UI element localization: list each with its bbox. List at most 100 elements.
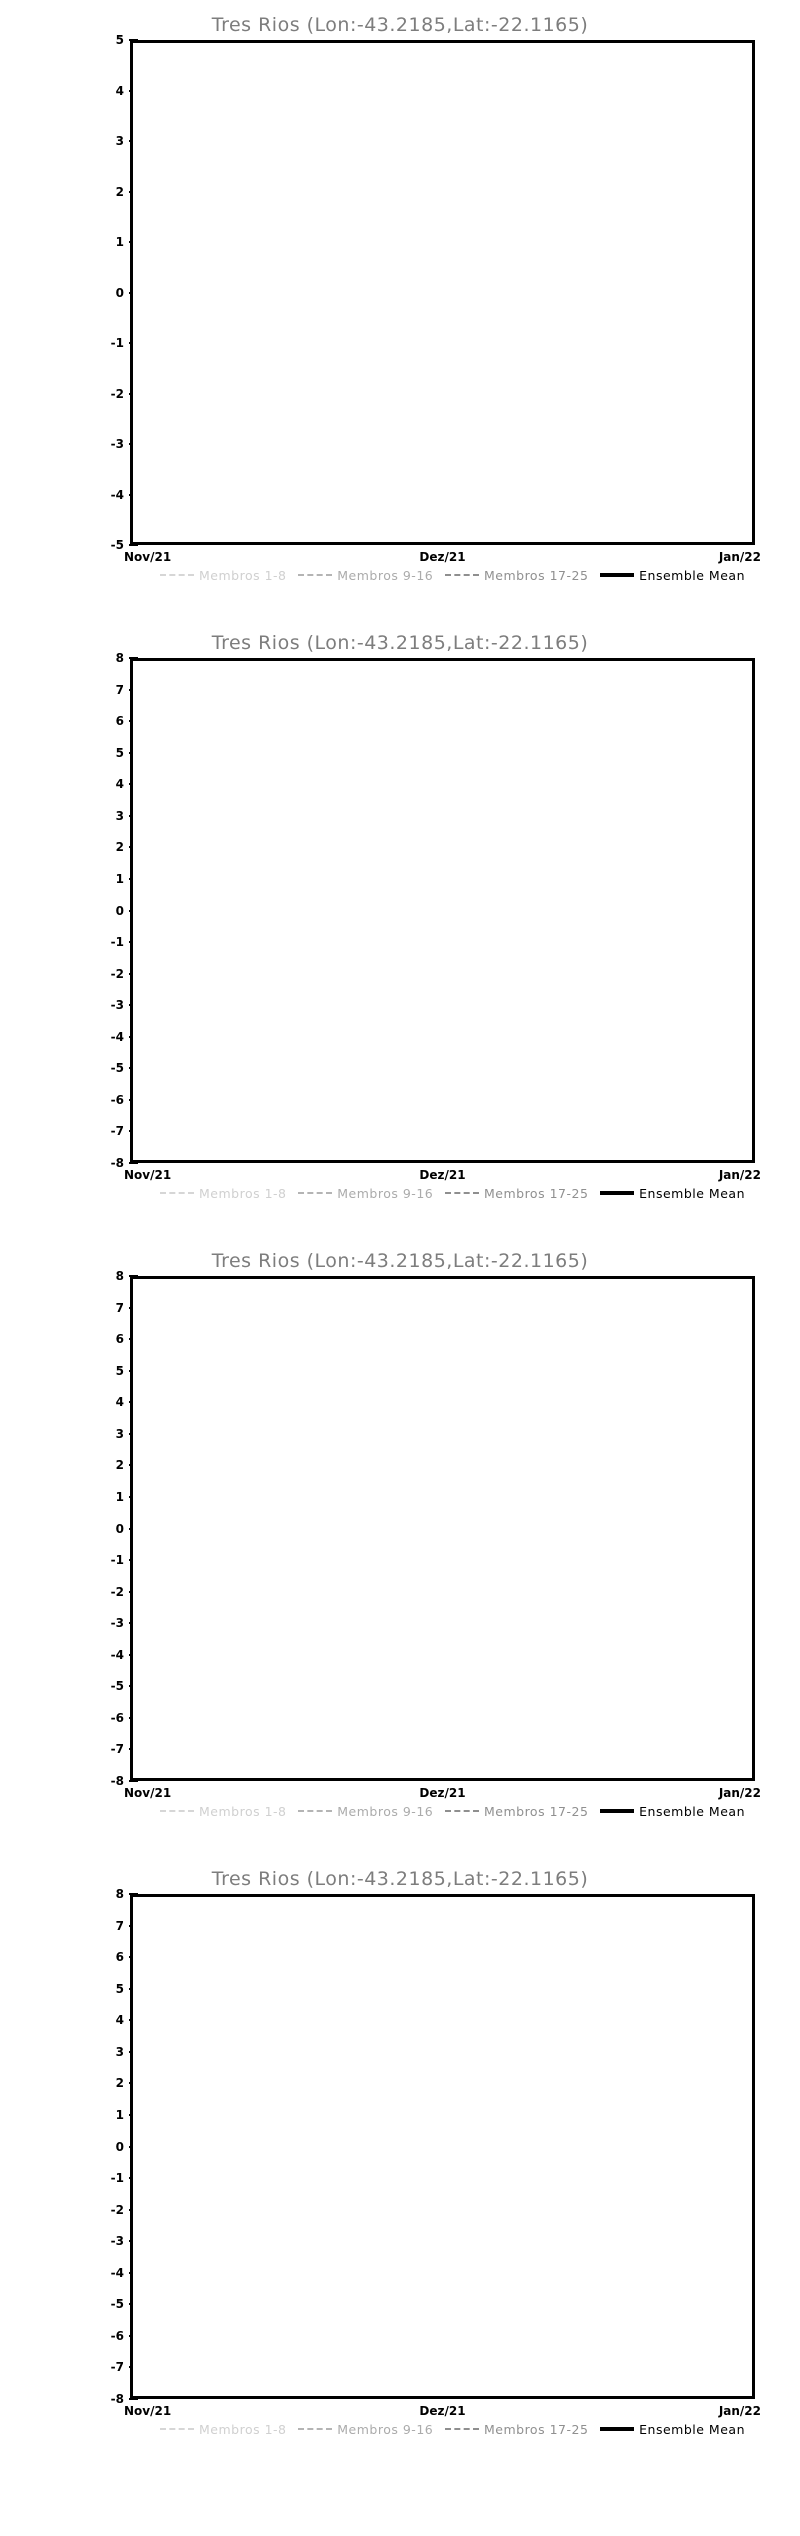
y-tick-label: -4: [110, 1647, 124, 1662]
x-tick-label-start: Nov/21: [124, 1786, 172, 1800]
y-tick-label: -2: [110, 966, 124, 981]
y-tick-label: -7: [110, 1124, 124, 1139]
y-tick-label: 4: [115, 777, 124, 792]
legend-swatch-solid-line-icon: [600, 573, 635, 577]
legend-label: Ensemble Mean: [639, 1185, 745, 1201]
chart-panel-tmin: Tres Rios (Lon:-43.2185,Lat:-22.1165)Ano…: [0, 1854, 800, 2472]
legend-swatch-dashed-line-icon: [444, 1810, 479, 1812]
legend-label: Ensemble Mean: [639, 567, 745, 583]
legend-item[interactable]: Membros 1-8: [160, 1186, 287, 1201]
x-tick-label-mid: Dez/21: [419, 550, 466, 564]
legend-label: Ensemble Mean: [639, 1803, 745, 1819]
x-tick-label-mid: Dez/21: [419, 2404, 466, 2418]
legend-label: Membros 9-16: [337, 2421, 434, 2437]
chart-panel-tmed: Tres Rios (Lon:-43.2185,Lat:-22.1165)Ano…: [0, 618, 800, 1236]
y-tick-label: -1: [110, 1553, 124, 1568]
legend-item[interactable]: Membros 9-16: [298, 1186, 433, 1201]
plot-area-tmax[interactable]: Anomalia de Temperatura Maxima a 2m (oC)…: [111, 1269, 761, 1800]
y-tick-label: -2: [110, 2202, 124, 2217]
legend-swatch-dashed-line-icon: [298, 1192, 333, 1194]
legend-label: Ensemble Mean: [639, 2421, 745, 2437]
legend-item[interactable]: Ensemble Mean: [600, 1804, 745, 1819]
legend-label: Membros 1-8: [199, 1185, 287, 1201]
y-tick-label: -2: [110, 1584, 124, 1599]
legend-item[interactable]: Membros 17-25: [444, 568, 588, 583]
y-tick-label: -8: [110, 2392, 124, 2406]
legend-item[interactable]: Membros 17-25: [444, 2421, 589, 2437]
legend: Membros 1-8 Membros 9-16 Membros 17-25 Ense…: [130, 564, 755, 586]
legend-item[interactable]: Ensemble Mean: [600, 1186, 745, 1201]
y-tick-label: 2: [115, 2076, 124, 2091]
y-tick-label: 7: [115, 682, 124, 697]
page-title: Tres Rios (Lon:-43.2185,Lat:-22.1165): [211, 14, 589, 36]
y-tick-label: -1: [110, 935, 124, 950]
legend-item[interactable]: Membros 1-8: [160, 2422, 287, 2437]
legend-item[interactable]: Membros 9-16: [298, 2422, 433, 2437]
y-tick-label: 1: [115, 2107, 124, 2122]
x-tick-label-end: Jan/22: [718, 550, 761, 564]
y-tick-label: 0: [115, 2139, 124, 2154]
legend-label: Membros 17-25: [483, 1185, 589, 1201]
plot-frame: [130, 658, 755, 1163]
legend-swatch-dashed-line-icon: [444, 2428, 479, 2430]
legend-swatch-dashed-line-icon: [444, 1192, 479, 1194]
y-tick-label: -6: [110, 1710, 124, 1725]
y-tick-label: -5: [110, 2297, 124, 2312]
y-tick-label: -7: [110, 2360, 124, 2375]
legend-label: Membros 17-25: [483, 1803, 589, 1819]
legend-item[interactable]: Membros 1-8: [160, 568, 287, 583]
y-tick-label: -5: [110, 1061, 124, 1076]
y-tick-label: -7: [110, 1742, 124, 1757]
y-tick-label: -1: [110, 2171, 124, 2186]
y-tick-label: -3: [110, 437, 124, 451]
y-tick-label: 1: [115, 1489, 124, 1504]
legend-item[interactable]: Ensemble Mean: [600, 568, 745, 583]
y-tick-label: 5: [115, 33, 124, 47]
y-tick-label: -5: [110, 1679, 124, 1694]
page-title: Tres Rios (Lon:-43.2185,Lat:-22.1165): [211, 1868, 589, 1890]
legend-swatch-solid-line-icon: [600, 1809, 635, 1813]
y-tick-label: -6: [110, 2328, 124, 2343]
legend-label: Membros 17-25: [483, 2421, 589, 2437]
legend-swatch-dashed-line-icon: [444, 574, 479, 576]
plot-area-tmed[interactable]: Anomalia de Temperatura Media a 2m (oC)8…: [111, 651, 761, 1182]
legend-item[interactable]: Ensemble Mean: [600, 2422, 745, 2437]
y-tick-label: 8: [115, 1269, 124, 1283]
y-tick-label: 3: [115, 808, 124, 823]
legend-swatch-solid-line-icon: [600, 2427, 635, 2431]
y-tick-label: 8: [115, 1887, 124, 1901]
x-tick-label-end: Jan/22: [718, 2404, 761, 2418]
y-tick-label: 0: [115, 1521, 124, 1536]
legend-swatch-dashed-line-icon: [298, 2428, 333, 2430]
x-tick-label-mid: Dez/21: [419, 1786, 466, 1800]
y-tick-label: 7: [115, 1300, 124, 1315]
y-tick-label: 4: [115, 2013, 124, 2028]
plot-area-chuva[interactable]: Anomalia de Chuva (mm/dia)543210-1-2-3-4…: [111, 33, 761, 564]
y-tick-label: 5: [115, 1363, 124, 1378]
legend-item[interactable]: Membros 9-16: [298, 568, 433, 583]
y-tick-label: -4: [110, 1029, 124, 1044]
legend-item[interactable]: Membros 9-16: [298, 1804, 433, 1819]
x-tick-label-mid: Dez/21: [419, 1168, 466, 1182]
y-tick-mark: [129, 2398, 138, 2400]
legend-item[interactable]: Membros 17-25: [444, 1185, 589, 1201]
y-tick-label: 5: [115, 1981, 124, 1996]
y-tick-label: 6: [115, 1950, 124, 1965]
y-tick-label: 3: [115, 134, 124, 148]
y-tick-label: -3: [110, 998, 124, 1013]
y-tick-label: 2: [115, 840, 124, 855]
legend-item[interactable]: Membros 1-8: [160, 1804, 287, 1819]
y-tick-mark: [129, 1780, 138, 1782]
legend-item[interactable]: Membros 17-25: [444, 1803, 589, 1819]
legend-swatch-dashed-line-icon: [160, 574, 194, 576]
plot-area-tmin[interactable]: Anomalia de Temperatura Minima a 2m (oC)…: [111, 1887, 761, 2418]
legend-label: Membros 1-8: [199, 2421, 287, 2437]
legend: Membros 1-8 Membros 9-16 Membros 17-25 Ense…: [130, 2418, 755, 2440]
plot-frame: [130, 1894, 755, 2399]
y-tick-label: -3: [110, 1616, 124, 1631]
y-tick-label: -8: [110, 1774, 124, 1788]
y-tick-label: 1: [115, 871, 124, 886]
y-tick-label: 7: [115, 1918, 124, 1933]
legend-label: Membros 1-8: [199, 567, 287, 583]
plot-frame: [130, 1276, 755, 1781]
